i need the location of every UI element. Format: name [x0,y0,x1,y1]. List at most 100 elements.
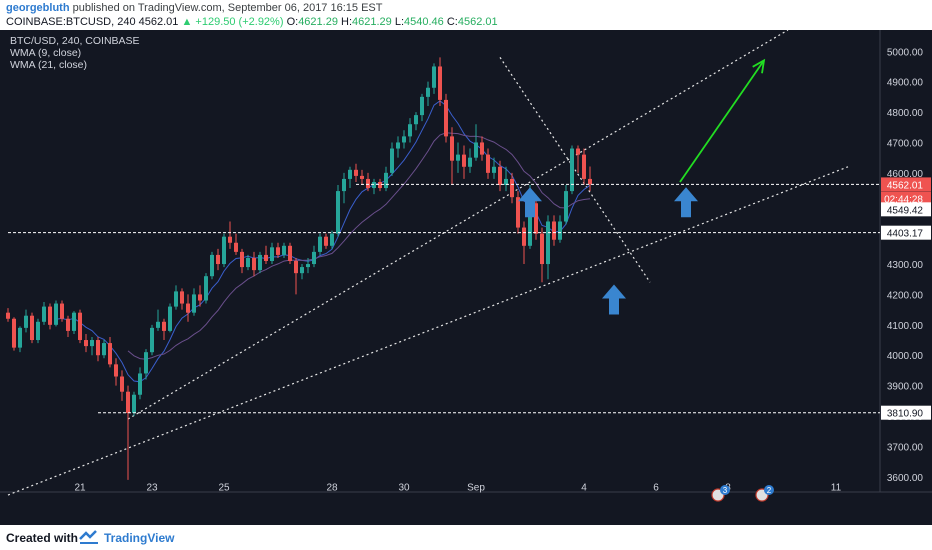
candle-body [336,191,340,234]
candle-body [300,267,304,274]
candle-body [372,181,376,189]
x-tick-label: 6 [653,483,659,494]
candle-body [396,142,400,149]
candle [78,309,82,344]
candle-body [498,166,502,186]
tradingview-brand[interactable]: TradingView [104,531,175,545]
candle [264,245,268,265]
candle-body [162,321,166,331]
tradingview-logo-icon [79,530,98,544]
candle-body [516,197,520,228]
event-badge: 3 [711,485,730,502]
candle-body [438,66,442,100]
candle-body [534,203,538,234]
candle [42,302,46,325]
candle [498,160,502,192]
candle [564,185,568,225]
event-badge: 2 [755,485,774,502]
candle [60,300,64,322]
y-tick-label: 4800.00 [887,108,924,119]
candle [90,336,94,356]
candle-body [78,312,82,341]
candle-body [222,236,226,265]
low-key: L: [394,16,405,28]
candle-body [492,166,496,173]
candle [492,157,496,179]
candle [276,242,280,258]
candle [342,172,346,204]
candle-body [582,154,586,179]
close-key: C: [446,16,458,28]
trendline [7,166,849,496]
x-tick-label: 4 [581,483,587,494]
candle-body [468,157,472,167]
candle [546,215,550,280]
legend-entry: WMA (21, close) [10,59,87,71]
candle-body [192,294,196,313]
candle-body [276,247,280,255]
candle-body [486,154,490,173]
candle-body [210,254,214,277]
candle [252,251,256,277]
candle [228,221,232,249]
candle [210,251,214,280]
countdown-tag-bg [881,191,931,206]
candle-body [588,178,592,185]
candle [330,230,334,249]
published-text: published on TradingView.com, September … [72,2,383,14]
candle-body [138,373,142,395]
candle-body [234,242,238,252]
low-value: 4540.46 [404,16,444,28]
candle [198,285,202,307]
candle-body [198,294,202,301]
change-value: ▲ +129.50 (+2.92%) [181,16,284,28]
candle-body [96,340,100,356]
candle [186,294,190,322]
badge-count-bg [764,485,774,495]
candle-body [18,327,22,348]
candle-body [570,148,574,192]
candle-body [282,245,286,255]
candle-body [480,142,484,155]
candle [294,257,298,295]
candle-body [42,306,46,322]
candle [138,367,142,400]
candle [522,221,526,265]
candle-body [390,148,394,173]
y-tick-label: 4600.00 [887,169,924,180]
close-value: 4562.01 [457,16,498,28]
candle-body [510,178,514,198]
candle-body [558,221,562,240]
y-tick-label: 5000.00 [887,47,924,58]
candle [300,264,304,280]
candle-body [120,376,124,392]
candle [504,166,508,192]
candle [168,303,172,333]
candle [408,118,412,143]
candle [516,191,520,234]
candle-body [30,315,34,341]
candle [102,340,106,359]
y-tick-label: 3600.00 [887,473,924,484]
candle-body [72,312,76,331]
candle-body [90,340,94,347]
candle [282,242,286,258]
candle-body [528,203,532,246]
author-link[interactable]: georgebluth [6,2,70,14]
candle-body [294,261,298,274]
candle [174,285,178,310]
candle-body [312,251,316,265]
candle-body [354,169,358,176]
candle [402,130,406,149]
candle [450,127,454,186]
candle-body [270,247,274,261]
y-tick-label: 4900.00 [887,78,924,89]
candle [120,370,124,401]
candle-body [288,245,292,261]
level-4403-tag: 4403.17 [887,229,924,240]
open-value: 4621.29 [298,16,338,28]
candle-body [108,343,112,365]
candle-body [564,191,568,222]
candle-body [330,233,334,246]
